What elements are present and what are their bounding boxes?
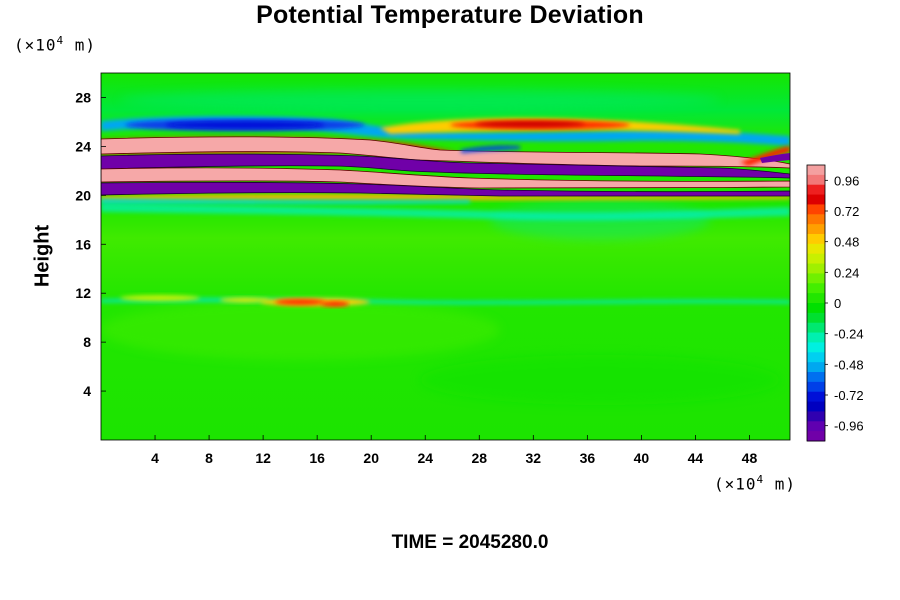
colorbar-label: -0.24: [834, 327, 864, 342]
colorbar-swatch: [807, 312, 825, 324]
colorbar-swatch: [807, 391, 825, 403]
x-tick-label: 36: [580, 450, 596, 466]
colorbar-labels: 0.96 0.72 0.48 0.24 0 -0.24 -0.48 -0.72 -0.96: [825, 173, 864, 434]
colorbar-label: 0: [834, 296, 841, 311]
colorbar-swatch: [807, 283, 825, 294]
x-tick-label: 28: [471, 450, 487, 466]
colorbar-swatch: [807, 352, 825, 363]
colorbar-swatch: [807, 322, 825, 334]
colorbar-swatch: [807, 174, 825, 186]
colorbar-swatch: [807, 214, 825, 225]
x-axis-ticks: 4 8 12 16 20 24 28 32 36 40 44 48: [151, 435, 757, 466]
colorbar-swatch: [807, 204, 825, 215]
colorbar-swatch: [807, 253, 825, 265]
heatmap-field: [101, 73, 790, 440]
y-axis-ticks: 4 8 12 16 20 24 28: [75, 89, 106, 399]
colorbar-swatch: [807, 234, 825, 245]
y-tick-label: 24: [75, 138, 91, 154]
colorbar: [806, 164, 826, 442]
x-tick-label: 44: [688, 450, 704, 466]
y-axis-unit: (×104 m): [14, 34, 97, 55]
colorbar-label: -0.72: [834, 388, 864, 403]
y-tick-label: 12: [75, 285, 91, 301]
y-tick-label: 20: [75, 187, 91, 203]
plot-frame: [100, 72, 791, 441]
colorbar-label: 0.48: [834, 235, 859, 250]
x-tick-label: 40: [634, 450, 650, 466]
colorbar-swatch: [807, 224, 825, 235]
y-tick-label: 28: [75, 89, 91, 105]
colorbar-label: 0.96: [834, 173, 859, 188]
colorbar-swatch: [807, 194, 825, 205]
colorbar-label: 0.72: [834, 204, 859, 219]
colorbar-swatch: [807, 332, 825, 343]
x-tick-label: 32: [526, 450, 542, 466]
y-tick-label: 4: [83, 383, 91, 399]
y-tick-label: 8: [83, 334, 91, 350]
chart-title: Potential Temperature Deviation: [256, 1, 644, 29]
colorbar-label: 0.24: [834, 265, 859, 280]
x-tick-label: 12: [255, 450, 271, 466]
colorbar-swatch: [807, 184, 825, 196]
colorbar-swatch: [807, 263, 825, 274]
colorbar-swatch: [807, 372, 825, 383]
x-tick-label: 16: [309, 450, 325, 466]
x-tick-label: 4: [151, 450, 159, 466]
colorbar-swatch: [807, 303, 825, 314]
y-tick-label: 16: [75, 236, 91, 252]
colorbar-swatch: [807, 293, 825, 304]
colorbar-label: -0.48: [834, 357, 864, 372]
colorbar-swatch: [807, 342, 825, 353]
x-axis-unit: (×104 m): [714, 473, 797, 494]
colorbar-swatch: [807, 165, 825, 176]
colorbar-swatch: [807, 381, 825, 393]
colorbar-swatch: [807, 362, 825, 373]
time-footer: TIME = 2045280.0: [391, 532, 549, 553]
colorbar-swatch: [807, 411, 825, 422]
x-tick-label: 20: [363, 450, 379, 466]
x-tick-label: 8: [205, 450, 213, 466]
x-tick-label: 24: [417, 450, 433, 466]
x-tick-label: 48: [742, 450, 758, 466]
colorbar-swatch: [807, 401, 825, 412]
colorbar-swatch: [807, 421, 825, 432]
colorbar-swatch: [807, 431, 825, 442]
colorbar-label: -0.96: [834, 419, 864, 434]
colorbar-swatch: [807, 243, 825, 255]
colorbar-swatch: [807, 273, 825, 284]
